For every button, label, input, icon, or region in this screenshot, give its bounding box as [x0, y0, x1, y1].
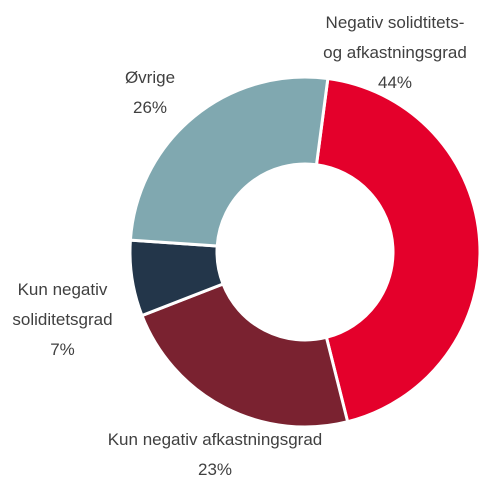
slice-label: Kun negativ afkastningsgrad	[107, 430, 323, 449]
label-group: Kun negativ afkastningsgrad 23%	[60, 425, 370, 485]
donut-slice	[314, 76, 482, 424]
donut-slice	[140, 282, 350, 429]
slice-label: Kun negativ soliditetsgrad	[12, 280, 113, 329]
label-group: Kun negativ soliditetsgrad 7%	[0, 275, 125, 365]
slice-label: Øvrige	[124, 68, 176, 87]
slice-value-label: 44%	[377, 73, 413, 92]
label-group: Negativ solidtitets- og afkastningsgrad 4…	[295, 8, 491, 98]
label-group: Øvrige 26%	[100, 63, 200, 123]
slice-label: Negativ solidtitets- og afkastningsgrad	[323, 13, 467, 62]
chart	[128, 75, 482, 429]
page: {"chart_data": {"type": "donut", "catego…	[0, 8, 491, 479]
slice-value-label: 23%	[197, 460, 233, 479]
slice-value-label: 26%	[132, 98, 168, 117]
donut-slice	[128, 75, 330, 248]
slice-value-label: 7%	[50, 340, 75, 359]
